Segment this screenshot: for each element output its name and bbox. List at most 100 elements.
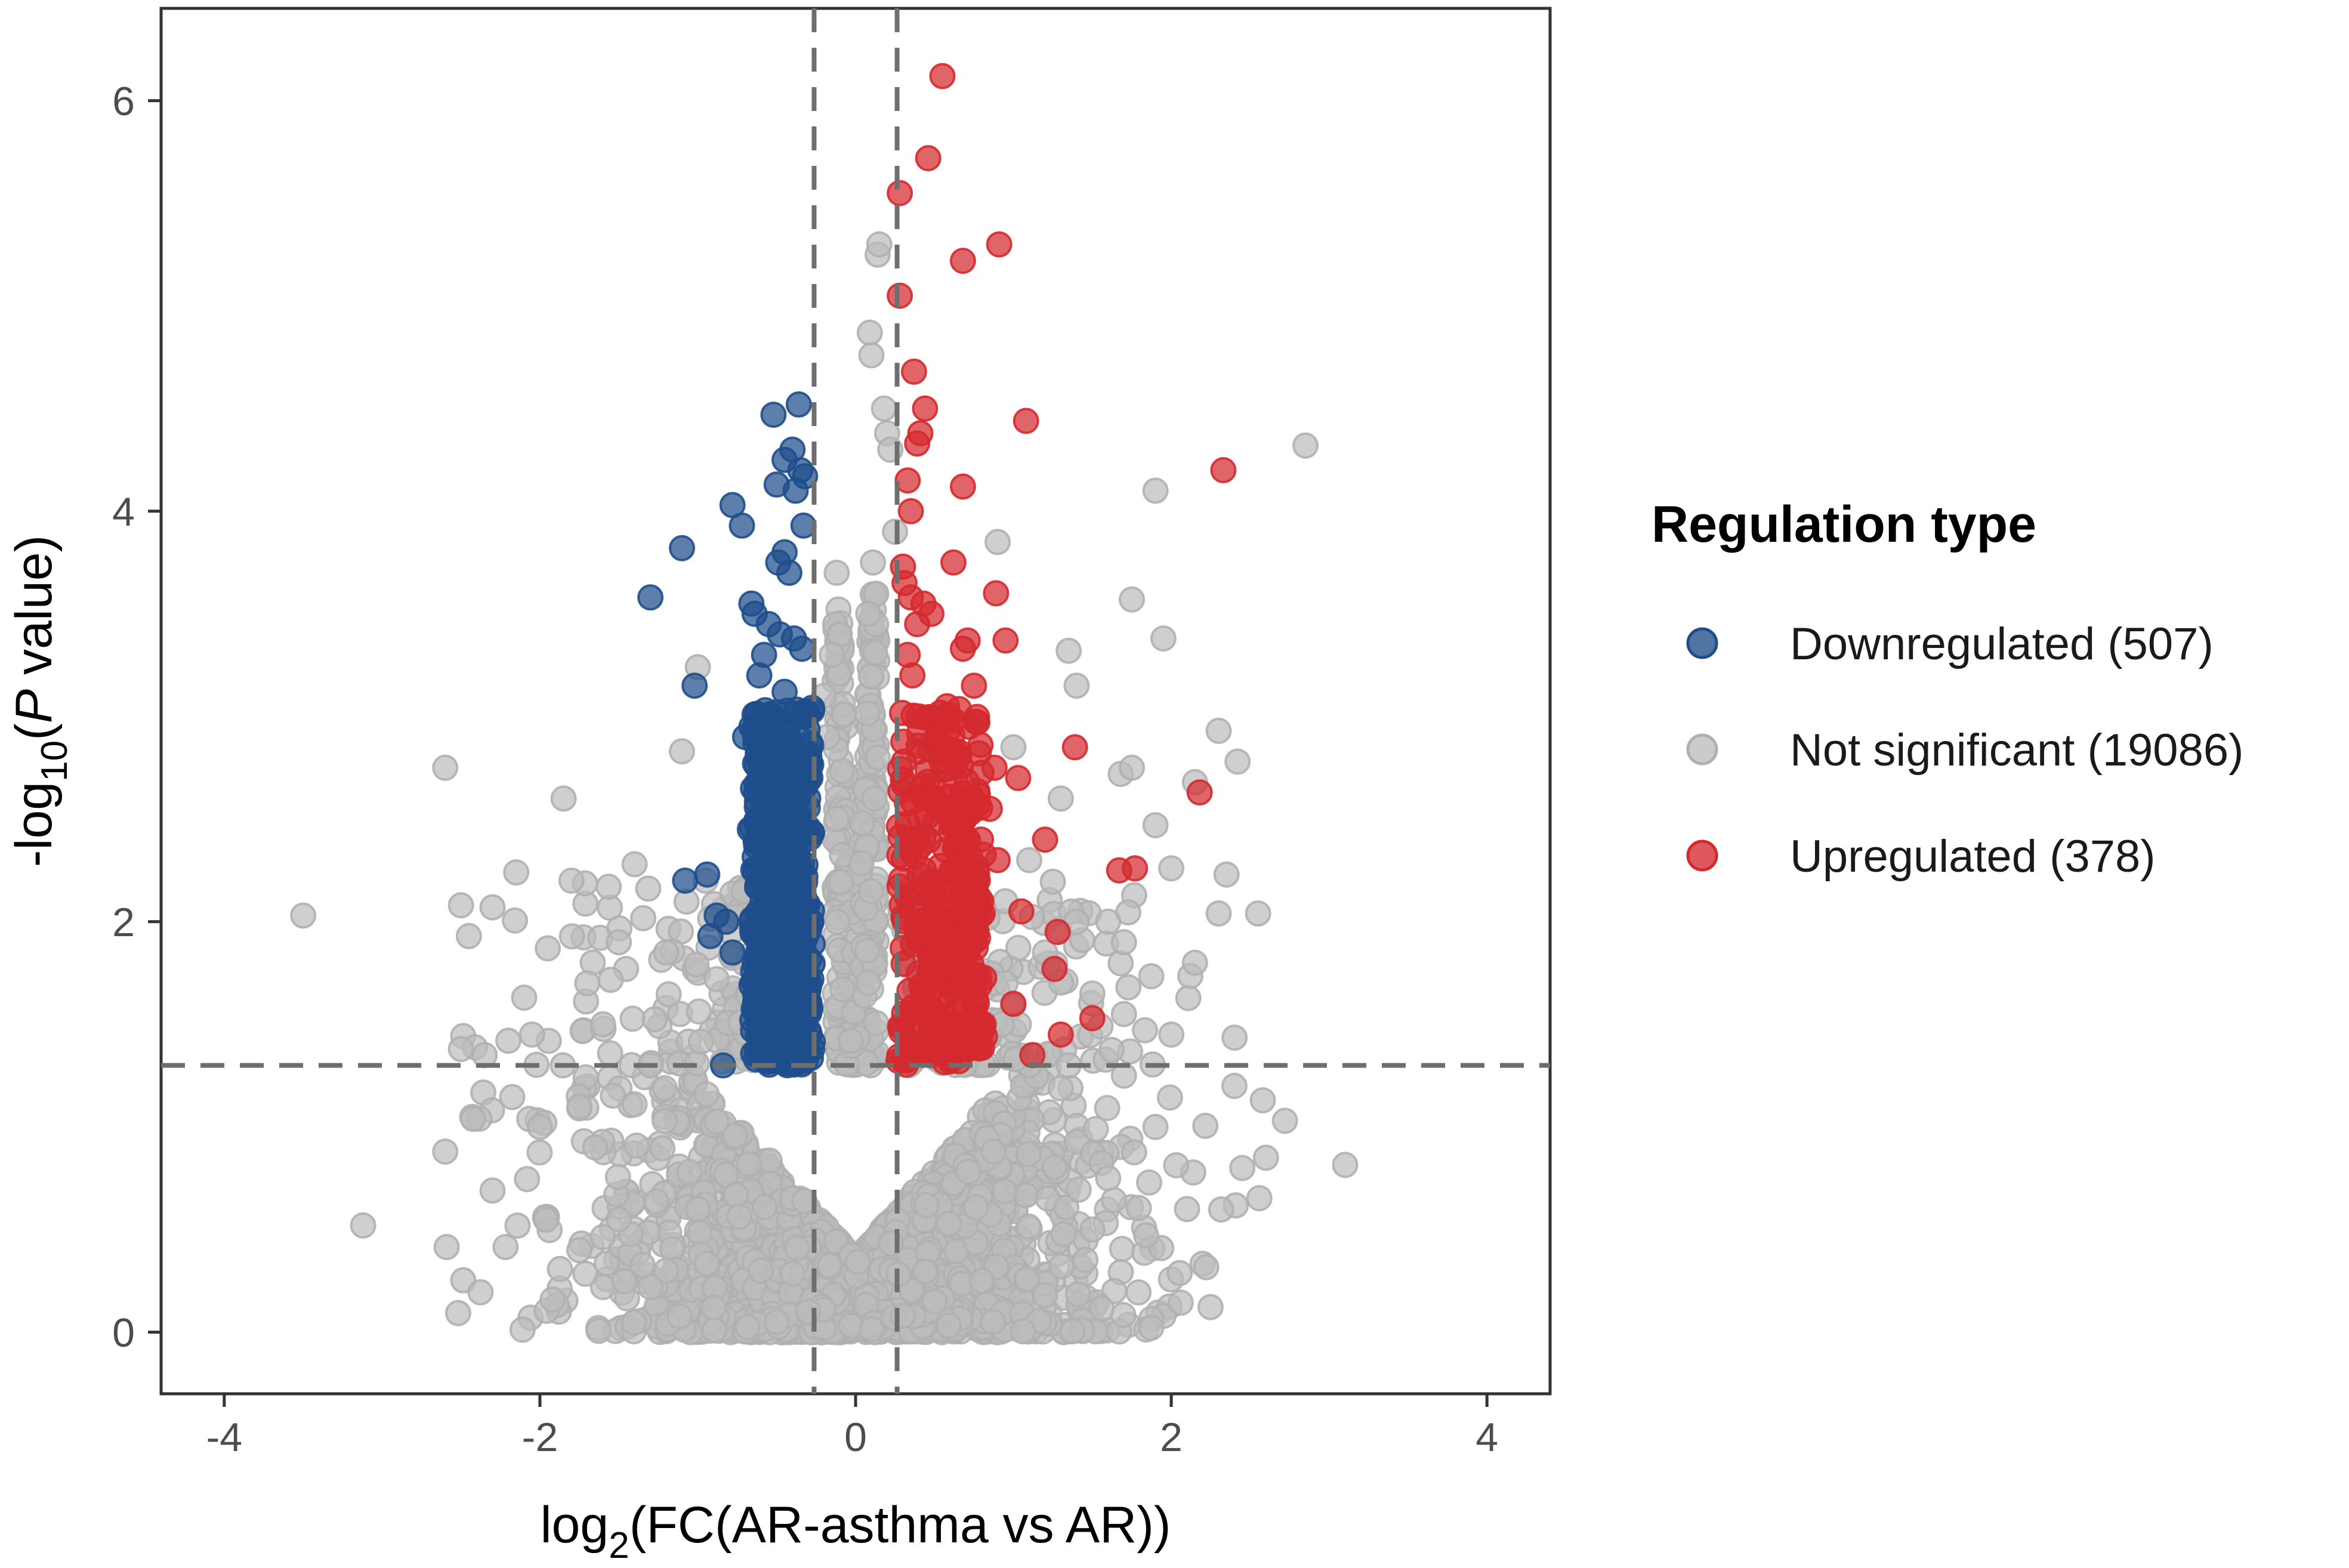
data-point — [1138, 1314, 1165, 1341]
series-upregulated — [885, 63, 1237, 1078]
data-point — [1166, 1260, 1193, 1286]
data-point — [652, 1075, 678, 1101]
data-point — [844, 1248, 871, 1275]
data-point — [585, 1317, 612, 1344]
data-point — [927, 734, 954, 761]
data-point — [1119, 586, 1145, 613]
data-point — [934, 693, 961, 720]
data-point — [1249, 1087, 1276, 1114]
data-point — [684, 1196, 711, 1223]
data-point — [1292, 432, 1319, 459]
data-point — [582, 1134, 609, 1161]
data-point — [914, 757, 941, 783]
data-point — [829, 758, 856, 785]
data-point — [860, 549, 887, 576]
data-point — [1063, 672, 1090, 699]
data-point — [681, 672, 708, 699]
data-point — [1186, 779, 1213, 806]
data-point — [1213, 861, 1240, 888]
data-point — [621, 1091, 648, 1118]
data-point — [823, 805, 850, 832]
data-point — [1158, 855, 1185, 882]
data-point — [915, 145, 942, 172]
data-point — [1125, 1194, 1152, 1221]
data-point — [949, 635, 976, 662]
data-point — [1246, 1185, 1273, 1212]
data-point — [956, 714, 983, 740]
data-point — [637, 584, 664, 611]
data-point — [917, 956, 944, 983]
data-point — [858, 1316, 885, 1342]
data-point — [1048, 1253, 1075, 1279]
data-point — [447, 1036, 474, 1063]
data-point — [509, 1316, 536, 1343]
data-point — [962, 1194, 989, 1221]
data-point — [857, 663, 884, 690]
data-point — [1138, 963, 1165, 990]
data-point — [558, 868, 585, 894]
data-point — [1156, 1084, 1183, 1111]
data-point — [899, 662, 926, 689]
data-point — [518, 1021, 545, 1048]
data-point — [871, 395, 897, 422]
data-point — [968, 1267, 995, 1294]
data-point — [1013, 1265, 1040, 1292]
data-point — [897, 1032, 924, 1058]
data-point — [495, 1027, 521, 1054]
data-point — [1136, 1169, 1162, 1196]
data-point — [503, 859, 530, 886]
data-point — [1142, 1113, 1169, 1140]
x-axis-title: log2(FC(AR-asthma vs AR)) — [540, 1496, 1171, 1566]
data-point — [604, 1163, 631, 1190]
legend-key-upregulated — [1686, 839, 1718, 872]
data-point — [703, 966, 730, 993]
y-tick-label: 0 — [112, 1310, 135, 1356]
data-point — [1100, 1187, 1127, 1214]
data-point — [637, 1274, 664, 1301]
data-point — [1032, 826, 1058, 853]
data-point — [912, 1258, 939, 1285]
data-point — [432, 754, 459, 781]
data-point — [1115, 974, 1142, 1001]
data-point — [758, 826, 785, 853]
data-point — [855, 600, 882, 627]
legend-key-downregulated — [1686, 627, 1718, 659]
data-point — [792, 703, 819, 730]
data-point — [866, 231, 893, 258]
data-point — [1016, 847, 1042, 873]
data-point — [1110, 1302, 1137, 1328]
data-point — [961, 672, 987, 699]
data-point — [652, 1107, 678, 1134]
data-point — [514, 1166, 541, 1193]
data-point — [1015, 1213, 1042, 1240]
data-point — [991, 1178, 1018, 1205]
data-point — [1095, 1165, 1122, 1192]
data-point — [479, 1177, 506, 1204]
data-point — [433, 1234, 460, 1261]
data-point — [824, 909, 851, 935]
data-point — [819, 641, 845, 668]
data-point — [566, 1237, 592, 1264]
data-point — [701, 1317, 728, 1344]
data-point — [595, 873, 622, 900]
data-point — [731, 724, 758, 751]
data-point — [1044, 919, 1071, 945]
data-point — [703, 1108, 730, 1135]
data-point — [887, 778, 914, 805]
data-point — [992, 627, 1019, 654]
data-point — [1047, 1021, 1074, 1048]
data-point — [795, 785, 822, 812]
data-point — [1163, 1152, 1190, 1178]
data-point — [1205, 717, 1232, 744]
data-point — [1041, 955, 1068, 982]
data-point — [1132, 1017, 1158, 1044]
data-point — [1082, 1116, 1109, 1143]
data-point — [694, 861, 721, 888]
data-point — [1059, 1318, 1086, 1344]
data-point — [1332, 1152, 1359, 1178]
data-point — [1125, 1279, 1152, 1306]
data-point — [606, 1206, 632, 1233]
data-point — [290, 902, 317, 929]
data-point — [589, 1011, 616, 1038]
data-point — [932, 837, 959, 863]
